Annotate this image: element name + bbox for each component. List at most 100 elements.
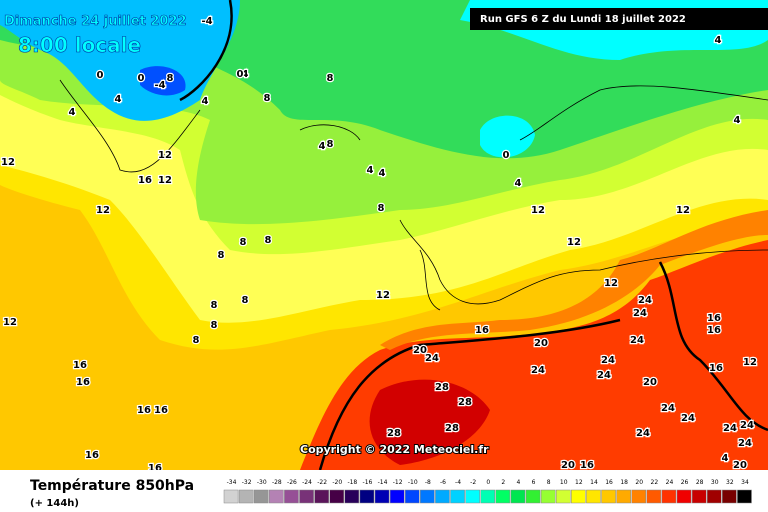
legend-swatch — [631, 489, 647, 504]
legend-label: -12 — [393, 479, 403, 486]
contour-label: 8 — [240, 237, 247, 248]
contour-label: 8 — [211, 300, 218, 311]
contour-label: 4 — [115, 94, 122, 105]
contour-label: 16 — [73, 360, 87, 371]
contour-label: 8 — [378, 203, 385, 214]
legend-label: 2 — [501, 479, 505, 486]
legend-label: -24 — [302, 479, 312, 486]
legend-swatch — [525, 489, 541, 504]
contour-label: 24 — [601, 355, 615, 366]
legend-swatch — [329, 489, 345, 504]
legend-label: 16 — [605, 479, 613, 486]
contour-label: 8 — [193, 335, 200, 346]
contour-label: 20 — [413, 345, 427, 356]
legend-label: -30 — [257, 479, 267, 486]
zone-0b — [480, 115, 535, 158]
contour-label: 24 — [630, 335, 644, 346]
legend-label: -18 — [347, 479, 357, 486]
legend-swatch — [314, 489, 329, 504]
legend-swatch — [435, 489, 450, 504]
contour-label: 16 — [76, 377, 90, 388]
contour-label: 8 — [167, 73, 174, 84]
run: Run GFS 6 Z du Lundi 18 juillet 2022 — [480, 14, 686, 25]
run-box — [470, 8, 768, 30]
contour-label: 12 — [96, 205, 110, 216]
contour-label: 4 — [379, 168, 386, 179]
contour-label: 16 — [709, 363, 723, 374]
contour-label: 4 — [715, 35, 722, 46]
contour-label: 4 — [734, 115, 741, 126]
contour-label: 4 — [69, 107, 76, 118]
contour-label: 8 — [327, 139, 334, 150]
legend-swatch — [691, 489, 707, 504]
legend-swatch — [253, 489, 269, 504]
zone-28 — [369, 379, 490, 465]
legend-swatch — [223, 489, 239, 504]
contour-label: 0 — [138, 73, 145, 84]
contour-label: 24 — [723, 423, 737, 434]
legend-label: -28 — [272, 479, 282, 486]
contour-label: 24 — [681, 413, 695, 424]
contour-label: 28 — [458, 397, 472, 408]
contour-label: 12 — [3, 317, 17, 328]
contour-label: 4 — [367, 165, 374, 176]
legend-swatch — [344, 489, 360, 504]
contour-label: 28 — [445, 423, 459, 434]
contour-label: 12 — [743, 357, 757, 368]
contour-label: 8 — [265, 235, 272, 246]
contour-label: 8 — [211, 320, 218, 331]
contour-label: 4 — [515, 178, 522, 189]
legend-swatch — [616, 489, 631, 504]
contour-label: 12 — [531, 205, 545, 216]
legend-swatch — [601, 489, 616, 504]
contour-label: 24 — [425, 353, 439, 364]
contour-label: 12 — [158, 175, 172, 186]
contour-label: 12 — [567, 237, 581, 248]
legend-label: -34 — [227, 479, 237, 486]
legend-swatch — [389, 489, 405, 504]
legend-label: -22 — [317, 479, 327, 486]
legend-label: 6 — [532, 479, 536, 486]
legend-swatch — [404, 489, 420, 504]
legend-swatch — [540, 489, 556, 504]
contour-label: 16 — [138, 175, 152, 186]
legend-label: 22 — [651, 479, 659, 486]
legend-swatch — [571, 489, 586, 504]
legend-label: 12 — [575, 479, 583, 486]
contour-label: 12 — [376, 290, 390, 301]
zone-20 — [380, 210, 768, 350]
contour-label: 4 — [242, 69, 249, 80]
legend-swatch — [586, 489, 601, 504]
legend-swatch — [676, 489, 692, 504]
legend-label: 34 — [741, 479, 749, 486]
contour-label: 24 — [738, 438, 752, 449]
contour-label: 8 — [218, 250, 225, 261]
legend-swatch — [661, 489, 677, 504]
legend-label: 4 — [517, 479, 521, 486]
legend-label: -2 — [470, 479, 476, 486]
contour-label: 8 — [242, 295, 249, 306]
contour-label: 12 — [1, 157, 15, 168]
contour-label: 24 — [740, 420, 754, 431]
contour-label: -4 — [201, 16, 212, 27]
legend-label: 30 — [711, 479, 719, 486]
contour-label: 4 — [722, 453, 729, 464]
contour-label: 20 — [733, 460, 747, 471]
contour-label: 16 — [707, 313, 721, 324]
time: 8:00 locale — [18, 33, 141, 57]
legend-label: -14 — [378, 479, 388, 486]
contour-label: 16 — [580, 460, 594, 471]
contour-label: 20 — [534, 338, 548, 349]
legend-swatch — [495, 489, 511, 504]
legend-swatch — [374, 489, 390, 504]
legend-label: 8 — [547, 479, 551, 486]
contour-label: 20 — [643, 377, 657, 388]
contour-label: 0 — [503, 150, 510, 161]
legend-label: -6 — [440, 479, 446, 486]
contour-label: 24 — [597, 370, 611, 381]
legend-swatch — [646, 489, 662, 504]
legend-swatch — [299, 489, 314, 504]
legend-label: -16 — [363, 479, 373, 486]
contour-label: 28 — [435, 382, 449, 393]
contour-label: 24 — [636, 428, 650, 439]
